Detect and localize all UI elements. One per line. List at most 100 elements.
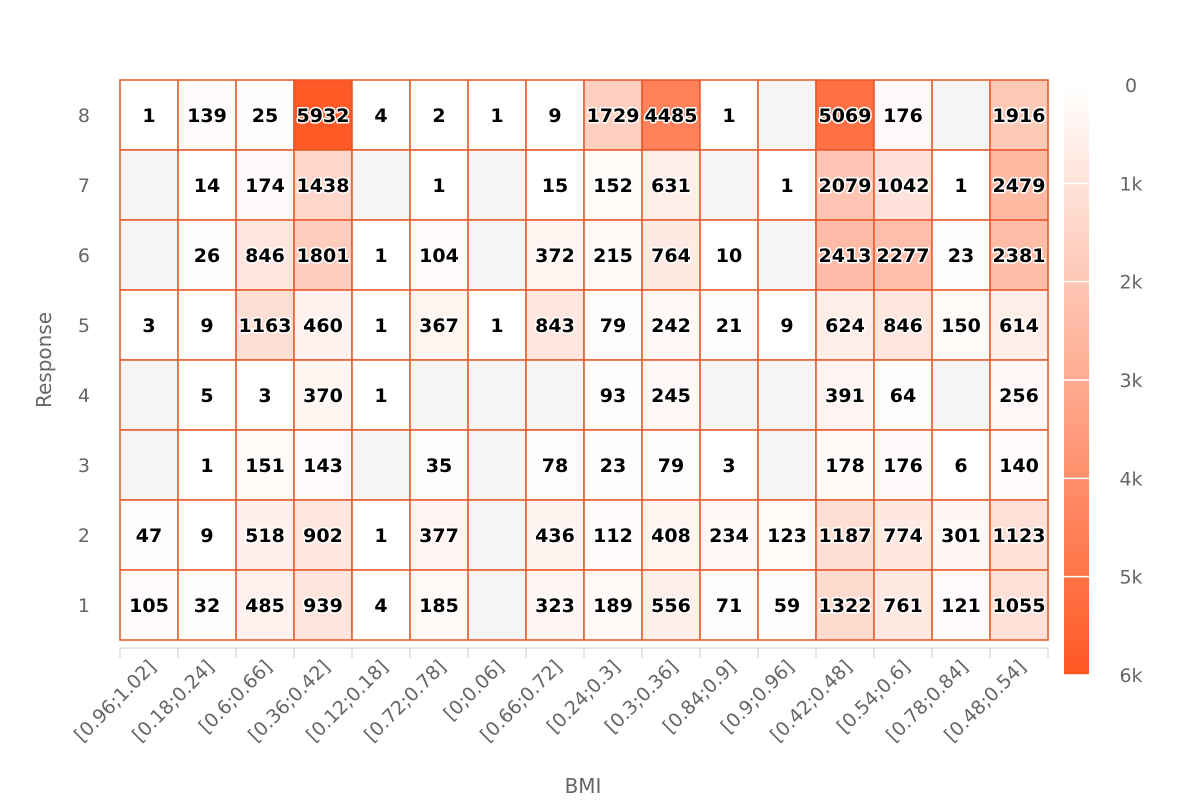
y-tick-label: 7 [78, 175, 90, 197]
heatmap-cell [177, 219, 237, 291]
cell-value-label: 485 [245, 595, 285, 617]
heatmap-cell [873, 219, 933, 291]
cell-value-label: 1 [780, 175, 793, 197]
cell-value-label: 2 [432, 105, 445, 127]
heatmap-cell [409, 359, 469, 431]
cell-value-label: 79 [600, 315, 626, 337]
heatmap-cell [815, 499, 875, 571]
heatmap-cell [235, 219, 295, 291]
heatmap-cell [351, 359, 411, 431]
cell-value-label: 4485 [645, 105, 698, 127]
heatmap-cell [757, 429, 817, 501]
cell-value-label: 151 [245, 455, 285, 477]
cell-value-label: 59 [774, 595, 800, 617]
heatmap-cell [293, 289, 353, 361]
heatmap-cell [235, 289, 295, 361]
cell-value-label: 1 [374, 315, 387, 337]
heatmap-cell [351, 149, 411, 221]
cell-value-label: 140 [999, 455, 1039, 477]
cell-value-label: 377 [419, 525, 459, 547]
cell-value-label: 35 [426, 455, 452, 477]
cell-value-label: 152 [593, 175, 633, 197]
cell-value-label: 9 [200, 525, 213, 547]
cell-value-label: 185 [419, 595, 459, 617]
heatmap-cell [873, 499, 933, 571]
heatmap-cell [931, 359, 991, 431]
cell-value-label: 105 [129, 595, 169, 617]
y-tick-label: 4 [78, 385, 90, 407]
cell-value-label: 104 [419, 245, 459, 267]
cell-value-label: 1042 [877, 175, 930, 197]
heatmap-cell [641, 359, 701, 431]
y-tick-label: 8 [78, 105, 90, 127]
heatmap-cell [119, 289, 179, 361]
cell-value-label: 1 [374, 525, 387, 547]
cell-value-label: 391 [825, 385, 865, 407]
heatmap-cell [989, 499, 1049, 571]
y-tick-label: 1 [78, 595, 90, 617]
cell-value-label: 112 [593, 525, 633, 547]
heatmap-cell [409, 289, 469, 361]
heatmap-cell [525, 289, 585, 361]
cell-value-label: 1 [374, 245, 387, 267]
heatmap-cell [699, 359, 759, 431]
cell-value-label: 14 [194, 175, 220, 197]
heatmap-cell [815, 79, 875, 151]
cell-value-label: 761 [883, 595, 923, 617]
heatmap-cell [815, 429, 875, 501]
heatmap-cell [467, 429, 527, 501]
heatmap-cell [525, 569, 585, 641]
cell-value-label: 3 [258, 385, 271, 407]
heatmap-cell [583, 499, 643, 571]
heatmap-cell [409, 429, 469, 501]
heatmap-cell [815, 219, 875, 291]
cell-value-label: 189 [593, 595, 633, 617]
cell-value-label: 1123 [993, 525, 1046, 547]
cell-value-label: 256 [999, 385, 1039, 407]
heatmap-cell [641, 569, 701, 641]
heatmap-cell [177, 359, 237, 431]
cell-value-label: 21 [716, 315, 742, 337]
heatmap-cell [815, 569, 875, 641]
heatmap-cell [989, 79, 1049, 151]
cell-value-label: 1801 [297, 245, 350, 267]
heatmap-cell [467, 499, 527, 571]
x-axis-title: BMI [565, 774, 602, 798]
cell-value-label: 23 [948, 245, 974, 267]
cell-value-label: 245 [651, 385, 691, 407]
cell-value-label: 3 [142, 315, 155, 337]
heatmap-cell [757, 149, 817, 221]
cell-value-label: 846 [883, 315, 923, 337]
cell-value-label: 9 [200, 315, 213, 337]
cell-value-label: 123 [767, 525, 807, 547]
heatmap-cell [467, 569, 527, 641]
y-axis-ticks: 8 7 6 5 4 3 2 1 [78, 105, 90, 617]
cell-value-label: 764 [651, 245, 691, 267]
heatmap-cell [351, 499, 411, 571]
y-tick-label: 3 [78, 455, 90, 477]
x-axis-ticks: [0.96;1.02][0.18;0.24][0.6;0.66][0.36;0.… [70, 647, 1049, 746]
cell-value-label: 774 [883, 525, 923, 547]
heatmap-cell [699, 289, 759, 361]
cell-value-label: 843 [535, 315, 575, 337]
cell-value-label: 1916 [993, 105, 1046, 127]
heatmap-cell [583, 289, 643, 361]
heatmap-cell [119, 359, 179, 431]
cell-value-label: 1 [374, 385, 387, 407]
cell-value-label: 215 [593, 245, 633, 267]
heatmap-cell [583, 429, 643, 501]
legend-tick-label: 2k [1119, 272, 1142, 294]
heatmap-cell [351, 429, 411, 501]
heatmap-cell [757, 569, 817, 641]
heatmap-cell [989, 219, 1049, 291]
heatmap-cell [583, 569, 643, 641]
heatmap-cell [525, 499, 585, 571]
cell-value-label: 1 [954, 175, 967, 197]
cell-value-label: 176 [883, 455, 923, 477]
cell-value-label: 614 [999, 315, 1039, 337]
cell-value-label: 2079 [819, 175, 872, 197]
heatmap-cell [119, 429, 179, 501]
heatmap-cell [467, 149, 527, 221]
heatmap-cell [989, 359, 1049, 431]
cell-value-label: 174 [245, 175, 285, 197]
